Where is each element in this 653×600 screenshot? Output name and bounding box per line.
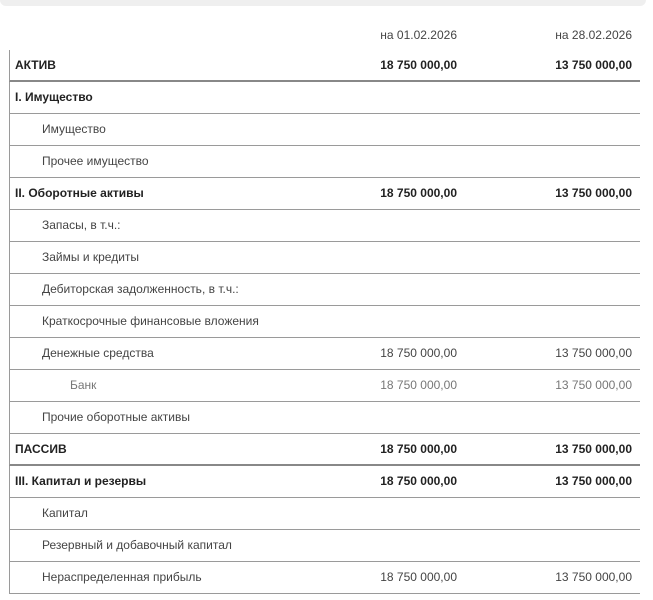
row-value-date1: 18 750 000,00 (380, 474, 457, 488)
table-row[interactable]: Резервный и добавочный капитал (9, 530, 640, 562)
table-row[interactable]: Краткосрочные финансовые вложения (9, 306, 640, 338)
row-label: I. Имущество (15, 90, 93, 104)
table-row[interactable]: АКТИВ 18 750 000,00 13 750 000,00 (9, 50, 640, 82)
row-label: Запасы, в т.ч.: (42, 218, 121, 232)
row-value-date1: 18 750 000,00 (380, 58, 457, 72)
table-row[interactable]: Банк 18 750 000,00 13 750 000,00 (9, 370, 640, 402)
row-value-date2: 13 750 000,00 (555, 378, 632, 392)
top-toolbar-edge (0, 0, 646, 6)
row-label: II. Оборотные активы (15, 186, 144, 200)
row-label: Прочие оборотные активы (42, 410, 190, 424)
row-value-date2: 13 750 000,00 (555, 474, 632, 488)
column-header-date2: на 28.02.2026 (555, 28, 632, 42)
row-value-date1: 18 750 000,00 (380, 442, 457, 456)
row-value-date1: 18 750 000,00 (380, 378, 457, 392)
table-row[interactable]: Прочее имущество (9, 146, 640, 178)
row-value-date2: 13 750 000,00 (555, 186, 632, 200)
row-label: ПАССИВ (15, 442, 67, 456)
row-label: Капитал (42, 506, 88, 520)
row-label: Дебиторская задолженность, в т.ч.: (42, 282, 239, 296)
table-row[interactable]: Капитал (9, 498, 640, 530)
row-label: Нераспределенная прибыль (42, 570, 202, 584)
row-value-date2: 13 750 000,00 (555, 346, 632, 360)
table-row[interactable]: Денежные средства 18 750 000,00 13 750 000… (9, 338, 640, 370)
table-row[interactable]: Дебиторская задолженность, в т.ч.: (9, 274, 640, 306)
row-value-date2: 13 750 000,00 (555, 58, 632, 72)
row-value-date2: 13 750 000,00 (555, 442, 632, 456)
table-row[interactable]: II. Оборотные активы 18 750 000,00 13 750 … (9, 178, 640, 210)
table-row[interactable]: ПАССИВ 18 750 000,00 13 750 000,00 (9, 434, 640, 466)
row-label: Прочее имущество (42, 154, 149, 168)
row-value-date1: 18 750 000,00 (380, 186, 457, 200)
row-value-date2: 13 750 000,00 (555, 570, 632, 584)
table-row[interactable]: Займы и кредиты (9, 242, 640, 274)
row-label: Займы и кредиты (42, 250, 140, 264)
table-row[interactable]: Нераспределенная прибыль 18 750 000,00 13 … (9, 562, 640, 594)
row-value-date1: 18 750 000,00 (380, 570, 457, 584)
table-row[interactable]: I. Имущество (9, 82, 640, 114)
row-label: Денежные средства (42, 346, 154, 360)
balance-sheet-table: на 01.02.2026 на 28.02.2026 АКТИВ 18 750 … (9, 20, 640, 594)
table-row[interactable]: Запасы, в т.ч.: (9, 210, 640, 242)
table-header: на 01.02.2026 на 28.02.2026 (9, 20, 640, 50)
row-label: Банк (70, 378, 97, 392)
row-label: III. Капитал и резервы (15, 474, 147, 488)
table-row[interactable]: III. Капитал и резервы 18 750 000,00 13 75… (9, 466, 640, 498)
row-label: АКТИВ (15, 58, 56, 72)
row-label: Краткосрочные финансовые вложения (42, 314, 259, 328)
row-label: Резервный и добавочный капитал (42, 538, 232, 552)
table-row[interactable]: Имущество (9, 114, 640, 146)
table-row[interactable]: Прочие оборотные активы (9, 402, 640, 434)
row-label: Имущество (42, 122, 106, 136)
row-value-date1: 18 750 000,00 (380, 346, 457, 360)
column-header-date1: на 01.02.2026 (380, 28, 457, 42)
